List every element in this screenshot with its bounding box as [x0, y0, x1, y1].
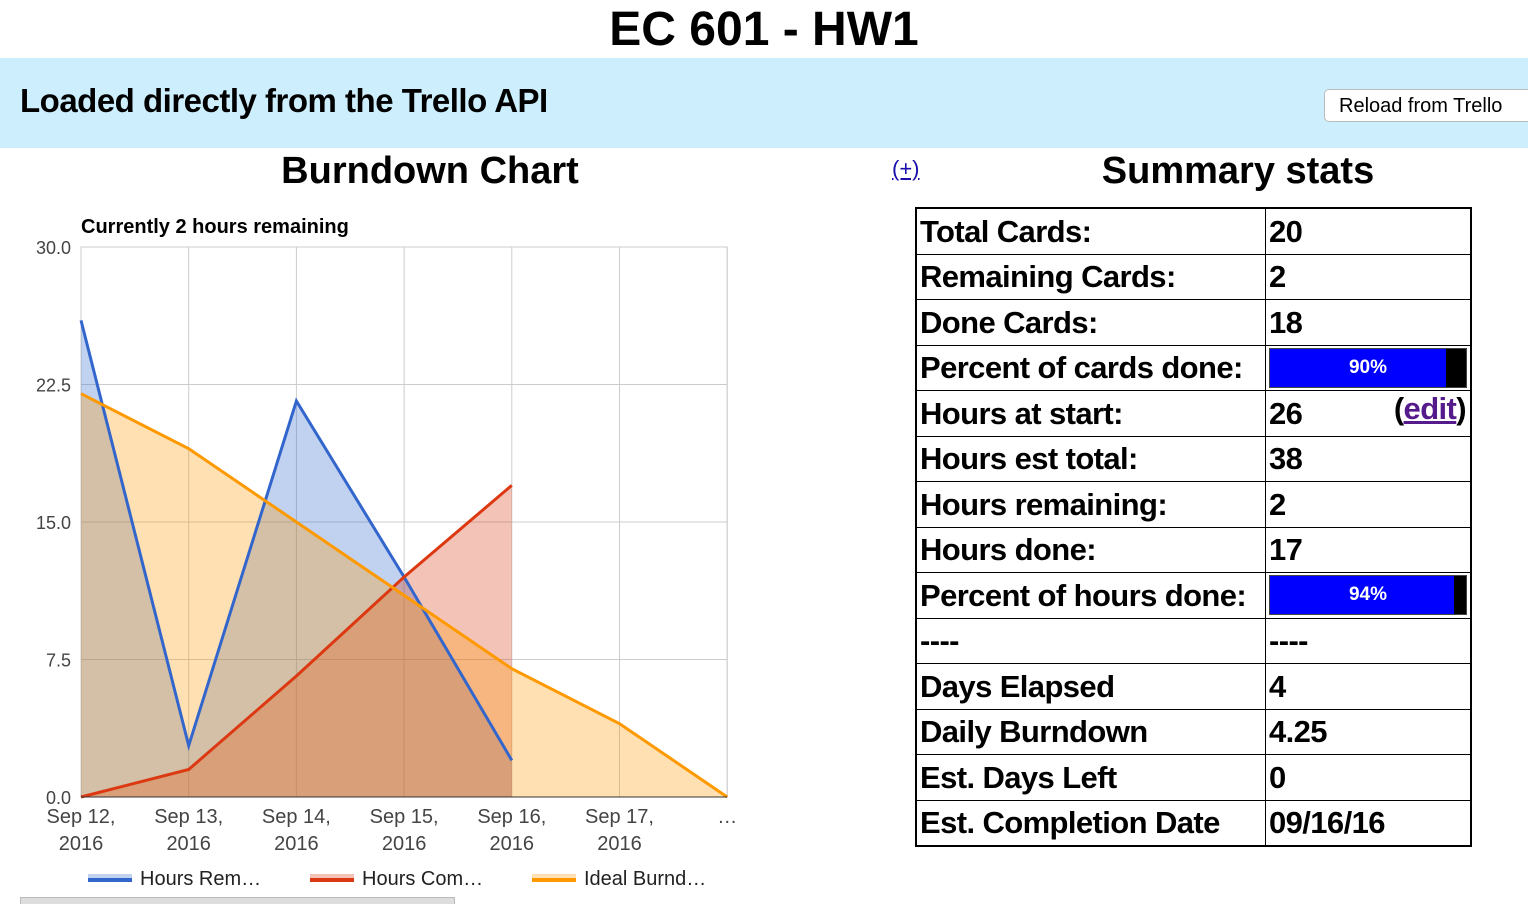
stats-row: ---- ----	[915, 617, 1472, 664]
edit-paren: )	[1456, 391, 1466, 426]
stats-value-cell: 38	[1265, 435, 1472, 482]
stats-value-cell: 2	[1265, 481, 1472, 528]
expand-link[interactable]: (+)	[892, 156, 920, 181]
legend-label: Hours Com…	[362, 868, 483, 890]
x-tick-label: Sep 12, 2016	[46, 806, 116, 855]
reload-button[interactable]: Reload from Trello	[1324, 89, 1528, 122]
stats-label: Hours remaining:	[915, 481, 1266, 528]
x-tick-label: Sep 15, 2016	[369, 806, 439, 855]
stats-table: Total Cards: 20 Remaining Cards: 2 Done Card…	[915, 207, 1472, 847]
progress-fill	[1270, 348, 1447, 387]
stats-value: 2	[1269, 259, 1286, 295]
stats-label: Percent of hours done:	[915, 572, 1266, 619]
stats-label: Daily Burndown	[915, 708, 1266, 755]
stats-value: 09/16/16	[1269, 805, 1385, 841]
progress-bar: 90%	[1269, 347, 1467, 388]
stats-title: Summary stats	[1101, 150, 1375, 192]
x-tick-label: Sep 13, 2016	[154, 806, 224, 855]
y-tick-label: 22.5	[36, 376, 71, 396]
stats-row: Est. Days Left 0	[915, 754, 1472, 801]
stats-value: 2	[1269, 486, 1286, 522]
stats-value-cell: 4	[1265, 663, 1472, 710]
stats-value: ----	[1269, 623, 1309, 659]
stats-label: Est. Completion Date	[915, 799, 1266, 847]
stats-value-cell: 90%	[1265, 344, 1472, 391]
stats-label: Total Cards:	[915, 207, 1266, 255]
stats-value-cell: 2	[1265, 253, 1472, 300]
stats-value-cell: 17	[1265, 526, 1472, 573]
banner-text: Loaded directly from the Trello API	[20, 82, 548, 119]
stats-value: 38	[1269, 441, 1303, 477]
stats-label: Hours est total:	[915, 435, 1266, 482]
y-tick-label: 7.5	[46, 651, 71, 671]
area	[81, 320, 512, 797]
stats-value-cell: 4.25	[1265, 708, 1472, 755]
legend-swatch-area	[532, 874, 576, 880]
chart-title: Burndown Chart	[281, 150, 579, 192]
stats-row: Total Cards: 20	[915, 207, 1472, 255]
stats-value: 18	[1269, 304, 1303, 340]
line	[80, 392, 729, 799]
chart: Currently 2 hours remaining 0.0 7.5 15.0 22…	[36, 216, 729, 890]
stats-value-cell: 26 (edit)	[1265, 390, 1472, 437]
edit-link[interactable]: edit	[1403, 391, 1457, 426]
stats-value: 17	[1269, 532, 1303, 568]
legend-swatch-area	[88, 874, 132, 880]
x-tick-label: …	[717, 806, 738, 828]
progress-label: 90%	[1348, 356, 1388, 378]
edit-paren: (	[1393, 391, 1404, 426]
x-tick-label: Sep 14, 2016	[261, 806, 331, 855]
line	[79, 319, 514, 762]
stats-value: 20	[1269, 213, 1303, 249]
progress-label: 94%	[1348, 584, 1388, 606]
y-tick-label: 30.0	[36, 238, 71, 258]
stats-row: Remaining Cards: 2	[915, 253, 1472, 300]
banner	[0, 58, 1528, 148]
area	[81, 485, 512, 797]
stats-label: Days Elapsed	[915, 663, 1266, 710]
stats-row: Daily Burndown 4.25	[915, 708, 1472, 755]
stats-row: Hours at start: 26 (edit)	[915, 390, 1472, 437]
stats-row: Hours remaining: 2	[915, 481, 1472, 528]
stats-value: 26	[1269, 395, 1303, 431]
progress-fill	[1270, 576, 1455, 615]
stats-label: Est. Days Left	[915, 754, 1266, 801]
stats-value-cell: 94%	[1265, 572, 1472, 619]
stats-label: ----	[915, 617, 1266, 664]
stats-value-cell: 18	[1265, 299, 1472, 346]
page-title: EC 601 - HW1	[609, 3, 919, 56]
stats-row: Hours est total: 38	[915, 435, 1472, 482]
stats-value: 0	[1269, 759, 1286, 795]
stats-value: 4.25	[1269, 714, 1328, 750]
scrollbar	[20, 897, 455, 904]
legend-label: Hours Rem…	[140, 868, 261, 890]
stats-value: 4	[1269, 668, 1286, 704]
stats-value-cell: 09/16/16	[1265, 799, 1472, 847]
stats-value-cell: 20	[1265, 207, 1472, 255]
stats-label: Remaining Cards:	[915, 253, 1266, 300]
edit-wrap: (edit)	[1393, 391, 1467, 426]
stats-row: Est. Completion Date 09/16/16	[915, 799, 1472, 847]
stats-label: Hours done:	[915, 526, 1266, 573]
line	[80, 484, 513, 799]
x-tick-label: Sep 16, 2016	[477, 806, 547, 855]
stats-label: Done Cards:	[915, 299, 1266, 346]
stats-row: Hours done: 17	[915, 526, 1472, 573]
legend-label: Ideal Burnd…	[584, 868, 706, 890]
legend-swatch-area	[310, 874, 354, 880]
y-tick-label: 15.0	[36, 513, 71, 533]
stats-value-cell: 0	[1265, 754, 1472, 801]
x-tick-label: Sep 17, 2016	[585, 806, 654, 855]
stats-label: Hours at start:	[915, 390, 1266, 437]
chart-subtitle: Currently 2 hours remaining	[81, 216, 349, 238]
stats-row: Percent of cards done: 90%	[915, 344, 1472, 391]
stats-value-cell: ----	[1265, 617, 1472, 664]
stats-row: Days Elapsed 4	[915, 663, 1472, 710]
stats-row: Done Cards: 18	[915, 299, 1472, 346]
y-tick-label: 0.0	[46, 788, 71, 808]
stats-row: Percent of hours done: 94%	[915, 572, 1472, 619]
progress-bar: 94%	[1269, 575, 1467, 616]
stats-label: Percent of cards done:	[915, 344, 1266, 391]
